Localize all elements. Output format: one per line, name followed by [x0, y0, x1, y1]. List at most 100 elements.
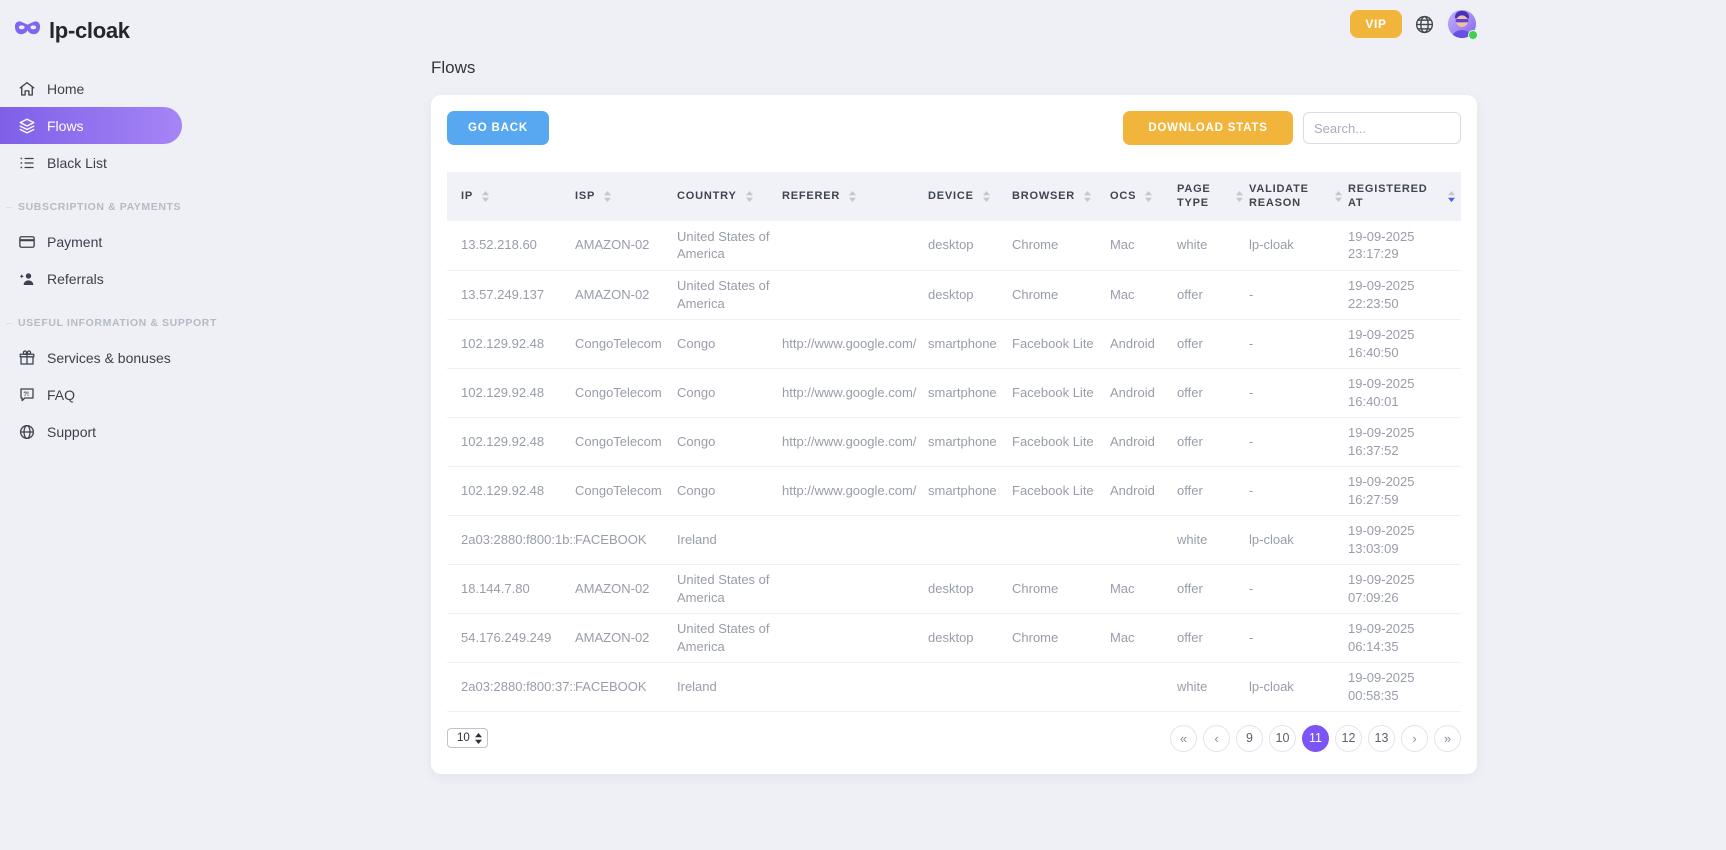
table-cell: 19-09-2025 22:23:50: [1348, 270, 1461, 320]
page-10-button[interactable]: 10: [1269, 724, 1296, 752]
table-row: 102.129.92.48 CongoTelecom Congo http://www…: [447, 368, 1461, 418]
column-label: VALIDATE REASON: [1249, 182, 1309, 209]
page-12-button[interactable]: 12: [1335, 724, 1362, 752]
table-cell: 2a03:2880:f800:1b::: [447, 515, 575, 565]
column-header-device[interactable]: DEVICE: [928, 172, 1012, 221]
table-cell: AMAZON-02: [575, 270, 677, 320]
table-cell: 102.129.92.48: [447, 319, 575, 369]
sidebar-item-label: Support: [47, 423, 97, 440]
table-row: 102.129.92.48 CongoTelecom Congo http://www…: [447, 417, 1461, 467]
table-cell: 19-09-2025 16:40:01: [1348, 368, 1461, 418]
table-cell: [1012, 662, 1110, 712]
sidebar-section-title: USEFUL INFORMATION & SUPPORT: [0, 317, 216, 329]
column-header-referer[interactable]: REFERER: [782, 172, 928, 221]
vip-button[interactable]: VIP: [1350, 10, 1402, 38]
go-back-button[interactable]: GO BACK: [447, 111, 549, 145]
column-label: DEVICE: [928, 189, 974, 202]
table-cell: smartphone: [928, 417, 1012, 467]
page-title: Flows: [431, 58, 476, 77]
page-9-button[interactable]: 9: [1236, 724, 1263, 752]
table-cell: 102.129.92.48: [447, 417, 575, 467]
topbar: VIP: [431, 0, 1478, 42]
table-cell: 19-09-2025 00:58:35: [1348, 662, 1461, 712]
column-header-isp[interactable]: ISP: [575, 172, 677, 221]
brand-logo[interactable]: lp-cloak: [0, 10, 182, 52]
table-row: 102.129.92.48 CongoTelecom Congo http://www…: [447, 466, 1461, 516]
table-cell: desktop: [928, 564, 1012, 614]
sidebar-item-payment[interactable]: Payment: [0, 223, 182, 260]
sidebar-item-label: Black List: [47, 154, 107, 171]
table-cell: Facebook Lite: [1012, 417, 1110, 467]
page-size-select[interactable]: 10: [447, 728, 488, 748]
sidebar-item-faq[interactable]: ?! FAQ: [0, 376, 182, 413]
table-cell: offer: [1177, 319, 1249, 369]
sidebar-item-referrals[interactable]: Referrals: [0, 260, 182, 297]
page-11-button[interactable]: 11: [1302, 724, 1329, 752]
table-cell: 19-09-2025 23:17:29: [1348, 221, 1461, 271]
flows-card: GO BACK DOWNLOAD STATS IP ISP COUNTRY REFER…: [431, 95, 1477, 774]
sidebar-item-black-list[interactable]: Black List: [0, 144, 182, 181]
table-cell: Chrome: [1012, 564, 1110, 614]
table-cell: white: [1177, 221, 1249, 271]
table-cell: 19-09-2025 13:03:09: [1348, 515, 1461, 565]
table-cell: 102.129.92.48: [447, 368, 575, 418]
table-cell: smartphone: [928, 319, 1012, 369]
sidebar-item-flows[interactable]: Flows: [0, 107, 182, 144]
table-cell: offer: [1177, 368, 1249, 418]
black-list-icon: [17, 153, 36, 172]
column-header-registered-at[interactable]: REGISTERED AT: [1348, 172, 1461, 221]
search-input[interactable]: [1303, 112, 1461, 144]
table-cell: 19-09-2025 16:27:59: [1348, 466, 1461, 516]
page-size-value: 10: [457, 732, 470, 744]
column-label: COUNTRY: [677, 189, 737, 202]
table-cell: desktop: [928, 270, 1012, 320]
column-label: ISP: [575, 189, 596, 202]
table-cell: offer: [1177, 270, 1249, 320]
column-label: PAGE TYPE: [1177, 182, 1211, 209]
table-body: 13.52.218.60 AMAZON-02 United States of Am…: [447, 221, 1461, 712]
table-cell: CongoTelecom: [575, 466, 677, 516]
table-cell: -: [1249, 417, 1348, 467]
language-globe-icon[interactable]: [1414, 14, 1435, 35]
card-toolbar: GO BACK DOWNLOAD STATS: [447, 111, 1461, 145]
sidebar-item-home[interactable]: Home: [0, 70, 182, 107]
flows-icon: [17, 116, 36, 135]
sidebar-item-label: Payment: [47, 233, 103, 250]
table-cell: [782, 515, 928, 565]
last-page-button[interactable]: »: [1434, 724, 1461, 752]
column-label: IP: [461, 189, 473, 202]
table-cell: lp-cloak: [1249, 221, 1348, 271]
user-avatar[interactable]: [1447, 9, 1478, 40]
table-cell: 19-09-2025 16:37:52: [1348, 417, 1461, 467]
table-cell: -: [1249, 270, 1348, 320]
sidebar-item-services-bonuses[interactable]: Services & bonuses: [0, 339, 182, 376]
column-header-page-type[interactable]: PAGE TYPE: [1177, 172, 1249, 221]
table-cell: Ireland: [677, 515, 782, 565]
card-footer: 10 «‹ 9 10 11 12 13 ›»: [447, 712, 1461, 774]
pagination: «‹ 9 10 11 12 13 ›»: [1170, 724, 1461, 752]
sort-icon: [482, 191, 489, 202]
table-cell: Facebook Lite: [1012, 368, 1110, 418]
prev-page-button[interactable]: ‹: [1203, 724, 1230, 752]
table-cell: AMAZON-02: [575, 221, 677, 271]
column-header-ip[interactable]: IP: [447, 172, 575, 221]
table-row: 102.129.92.48 CongoTelecom Congo http://www…: [447, 319, 1461, 369]
table-cell: -: [1249, 368, 1348, 418]
table-header-row: IP ISP COUNTRY REFERER DEVICE BROWSER OCS PAGE …: [447, 172, 1461, 221]
page-13-button[interactable]: 13: [1368, 724, 1395, 752]
sidebar-nav: Home Flows Black List: [0, 70, 216, 450]
column-header-country[interactable]: COUNTRY: [677, 172, 782, 221]
sidebar: lp-cloak Home Flows: [0, 0, 216, 850]
column-header-ocs[interactable]: OCS: [1110, 172, 1177, 221]
first-page-button[interactable]: «: [1170, 724, 1197, 752]
table-cell: white: [1177, 662, 1249, 712]
sidebar-item-support[interactable]: Support: [0, 413, 182, 450]
next-page-button[interactable]: ›: [1401, 724, 1428, 752]
table-cell: -: [1249, 613, 1348, 663]
column-header-validate-reason[interactable]: VALIDATE REASON: [1249, 172, 1348, 221]
table-row: 2a03:2880:f800:1b:: FACEBOOK Ireland white l…: [447, 515, 1461, 565]
column-header-browser[interactable]: BROWSER: [1012, 172, 1110, 221]
download-stats-button[interactable]: DOWNLOAD STATS: [1123, 111, 1293, 145]
table-cell: Congo: [677, 417, 782, 467]
sort-icon: [745, 191, 753, 202]
